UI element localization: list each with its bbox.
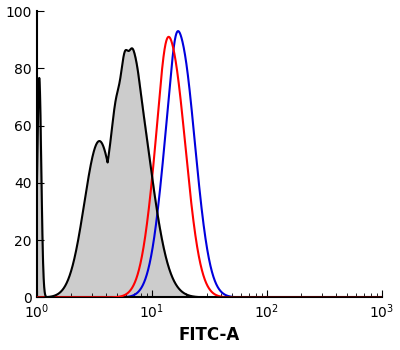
X-axis label: FITC-A: FITC-A [179,327,240,344]
